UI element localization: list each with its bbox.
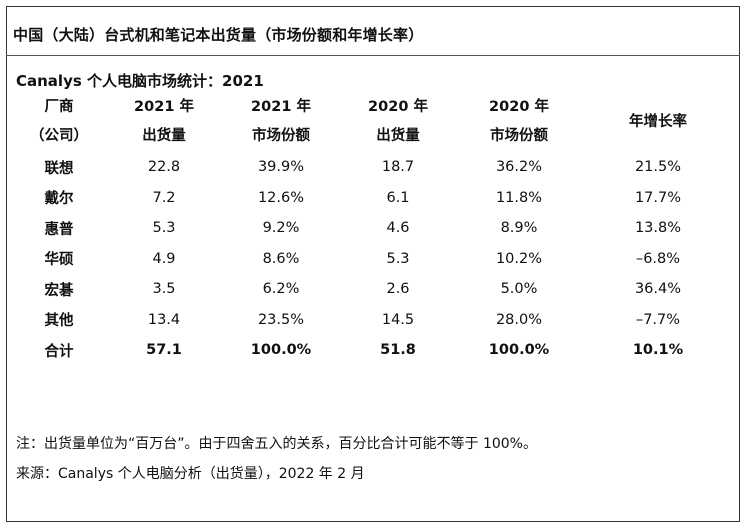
table-row: 戴尔 7.2 12.6% 6.1 11.8% 17.7% (10, 183, 732, 214)
total-ship-2020: 51.8 (380, 342, 416, 359)
total-share-2021: 100.0% (250, 342, 312, 359)
cell-share-2020: 11.8% (495, 189, 543, 206)
header-share-2021-line2: 市场份额 (252, 128, 310, 144)
header-share-2021-line1: 2021 年 (251, 99, 311, 115)
cell-vendor: 宏碁 (44, 282, 74, 299)
header-ship-2020-line2: 出货量 (376, 128, 420, 144)
cell-ship-2021: 13.4 (147, 311, 181, 328)
header-share-2021: 2021 年 市场份额 (220, 92, 342, 152)
cell-ship-2020: 5.3 (386, 250, 410, 267)
title-divider (6, 55, 740, 56)
cell-share-2021: 39.9% (257, 159, 305, 176)
header-share-2020-line2: 市场份额 (490, 128, 548, 144)
cell-share-2020: 5.0% (500, 281, 538, 298)
cell-share-2021: 12.6% (257, 189, 305, 206)
cell-vendor: 华硕 (44, 252, 74, 269)
cell-ship-2020: 14.5 (381, 311, 415, 328)
cell-share-2020: 28.0% (495, 311, 543, 328)
cell-ship-2021: 5.3 (152, 220, 176, 237)
cell-vendor: 惠普 (44, 221, 74, 238)
document-title: 中国（大陆）台式机和笔记本出货量（市场份额和年增长率） (13, 26, 424, 44)
cell-share-2021: 6.2% (262, 281, 300, 298)
cell-ship-2021: 4.9 (152, 250, 176, 267)
header-vendor-line1: 厂商 (44, 99, 74, 115)
cell-vendor: 其他 (44, 313, 74, 330)
cell-share-2020: 8.9% (500, 220, 538, 237)
cell-ship-2020: 18.7 (381, 159, 415, 176)
header-ship-2021: 2021 年 出货量 (108, 92, 220, 152)
cell-growth: 13.8% (634, 220, 682, 237)
table-header-row: 厂商 （公司） 2021 年 出货量 2021 年 市场份额 2020 年 出货… (10, 92, 732, 152)
cell-ship-2020: 4.6 (386, 220, 410, 237)
header-share-2020: 2020 年 市场份额 (454, 92, 584, 152)
cell-growth: 21.5% (634, 159, 682, 176)
cell-ship-2021: 7.2 (152, 189, 176, 206)
cell-ship-2021: 3.5 (152, 281, 176, 298)
cell-growth: 36.4% (634, 281, 682, 298)
cell-vendor: 联想 (44, 160, 74, 177)
source-line: 来源：Canalys 个人电脑分析（出货量），2022 年 2 月 (16, 466, 365, 482)
table-row: 联想 22.8 39.9% 18.7 36.2% 21.5% (10, 152, 732, 183)
table-row: 其他 13.4 23.5% 14.5 28.0% –7.7% (10, 305, 732, 336)
header-vendor-line2: （公司） (30, 128, 88, 144)
header-ship-2020-line1: 2020 年 (368, 99, 428, 115)
header-ship-2020: 2020 年 出货量 (342, 92, 454, 152)
cell-vendor: 戴尔 (44, 191, 74, 208)
cell-ship-2020: 2.6 (386, 281, 410, 298)
table-subtitle: Canalys 个人电脑市场统计：2021 (16, 72, 264, 90)
document-frame (6, 6, 740, 522)
footnote: 注：出货量单位为“百万台”。由于四舍五入的关系，百分比合计可能不等于 100%。 (16, 436, 537, 452)
cell-growth: 17.7% (634, 189, 682, 206)
header-vendor: 厂商 （公司） (10, 92, 108, 152)
cell-share-2020: 36.2% (495, 159, 543, 176)
cell-share-2021: 9.2% (262, 220, 300, 237)
table-row: 华硕 4.9 8.6% 5.3 10.2% –6.8% (10, 244, 732, 275)
table-row: 宏碁 3.5 6.2% 2.6 5.0% 36.4% (10, 274, 732, 305)
cell-ship-2021: 22.8 (147, 159, 181, 176)
cell-growth: –7.7% (635, 311, 681, 328)
cell-share-2020: 10.2% (495, 250, 543, 267)
table-total-row: 合计 57.1 100.0% 51.8 100.0% 10.1% (10, 335, 732, 366)
total-vendor: 合计 (44, 343, 74, 360)
header-share-2020-line1: 2020 年 (489, 99, 549, 115)
cell-growth: –6.8% (635, 250, 681, 267)
shipments-table: 厂商 （公司） 2021 年 出货量 2021 年 市场份额 2020 年 出货… (10, 92, 732, 366)
cell-share-2021: 8.6% (262, 250, 300, 267)
total-share-2020: 100.0% (488, 342, 550, 359)
total-growth: 10.1% (632, 342, 684, 359)
header-ship-2021-line2: 出货量 (142, 128, 186, 144)
cell-ship-2020: 6.1 (386, 189, 410, 206)
header-growth: 年增长率 (629, 113, 687, 130)
header-ship-2021-line1: 2021 年 (134, 99, 194, 115)
cell-share-2021: 23.5% (257, 311, 305, 328)
table-row: 惠普 5.3 9.2% 4.6 8.9% 13.8% (10, 213, 732, 244)
total-ship-2021: 57.1 (146, 342, 182, 359)
